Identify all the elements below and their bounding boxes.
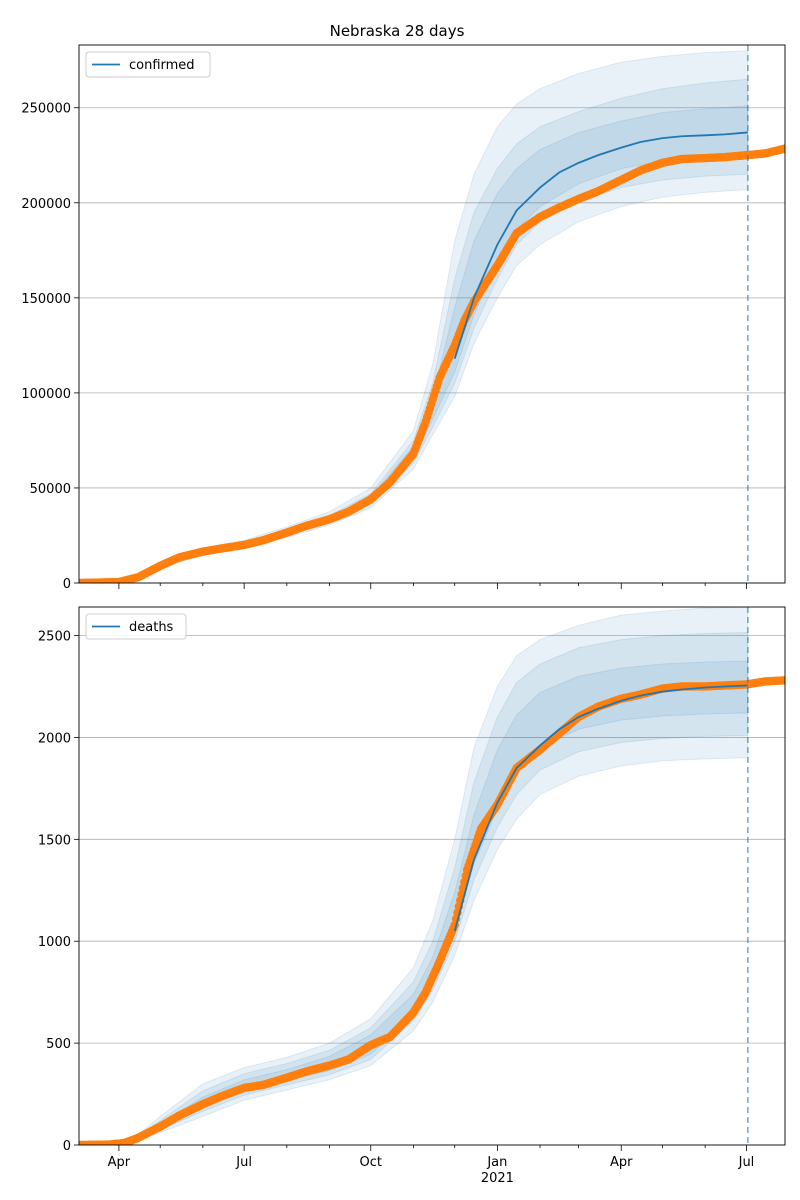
x-tick-label: Apr (108, 1155, 131, 1170)
y-tick-label: 2000 (38, 731, 71, 746)
plot-area (79, 50, 785, 583)
legend-label: deaths (129, 620, 174, 635)
observed-point (780, 144, 785, 153)
legend: confirmed (85, 51, 211, 78)
chart-title: Nebraska 28 days (330, 22, 465, 40)
legend-box (85, 51, 211, 78)
y-tick-label: 100000 (21, 387, 71, 402)
model-line (453, 131, 748, 359)
y-tick-label: 200000 (21, 197, 71, 212)
x-tick-label: Jul (738, 1155, 755, 1170)
legend-box (85, 613, 187, 640)
x-tick-label: Apr (610, 1155, 633, 1170)
y-tick-label: 0 (63, 1139, 71, 1154)
observed-points (79, 144, 785, 583)
y-tick-label: 500 (46, 1037, 71, 1052)
axes-frame (78, 606, 786, 1146)
y-tick-label: 1000 (38, 935, 71, 950)
x-tick-label: Jan (486, 1155, 507, 1170)
y-tick-label: 150000 (21, 292, 71, 307)
y-tick-label: 1500 (38, 833, 71, 848)
y-tick-label: 0 (63, 577, 71, 592)
model-line (453, 684, 748, 932)
axes-frame (78, 44, 786, 584)
x-tick-label: Oct (360, 1155, 382, 1170)
observed-point (780, 676, 785, 685)
legend-label: confirmed (129, 58, 195, 73)
legend: deaths (85, 613, 187, 640)
x-tick-label: Jul (235, 1155, 252, 1170)
x-tick-sublabel: 2021 (481, 1171, 514, 1186)
confirmed-panel: 0 50000 100000 150000 200000 250000 confirmed (21, 44, 786, 592)
y-tick-label: 250000 (21, 102, 71, 117)
y-tick-label: 50000 (30, 482, 71, 497)
y-tick-label: 2500 (38, 630, 71, 645)
plot-area (79, 607, 785, 1145)
